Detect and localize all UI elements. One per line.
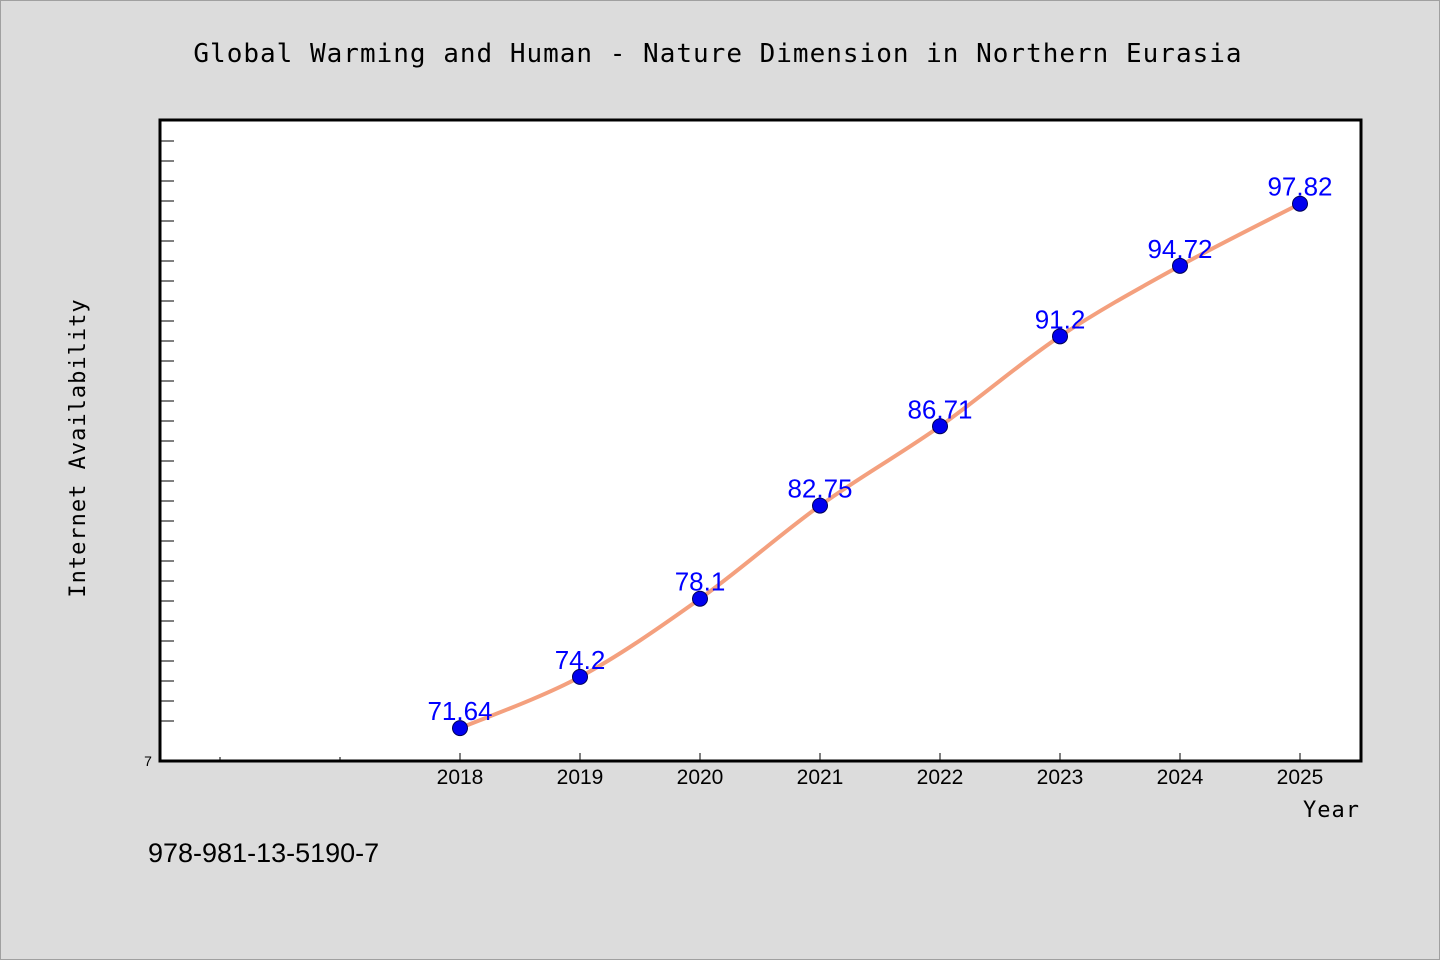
- data-point: [932, 418, 948, 435]
- y-axis-label: Internet Availability: [66, 298, 91, 597]
- x-tick-label: 2020: [677, 766, 724, 789]
- x-tick-label: 2021: [797, 766, 844, 789]
- data-point: [572, 668, 588, 685]
- data-label: 97.82: [1267, 172, 1332, 202]
- series-group: 71.64 74.2 78.1 82.75 86.71 91.2 94.72 97.82: [427, 172, 1333, 737]
- data-point: [692, 590, 708, 607]
- data-point: [1052, 328, 1068, 345]
- x-tick-label: 2024: [1157, 766, 1204, 789]
- chart-title: Global Warming and Human - Nature Dimens…: [193, 39, 1242, 69]
- data-point: [1172, 257, 1188, 274]
- data-label: 74.2: [555, 645, 606, 675]
- series-line: [458, 201, 1302, 731]
- plot-area: [158, 118, 1363, 763]
- x-tick-label: 2019: [557, 766, 604, 789]
- data-point: [812, 497, 828, 514]
- x-tick-label: 2025: [1277, 766, 1324, 789]
- x-axis-label: Year: [1303, 798, 1360, 823]
- x-axis-ticks: 2018 2019 2020 2021 2022 2023 2024 2025: [219, 753, 1324, 789]
- data-label: 86.71: [907, 394, 972, 424]
- data-label: 91.2: [1035, 304, 1086, 334]
- y-tick-label: 7: [144, 753, 152, 769]
- x-tick-label: 2023: [1037, 766, 1084, 789]
- footnote: 978-981-13-5190-7: [148, 838, 379, 868]
- data-point: [1292, 195, 1308, 212]
- x-tick-label: 2022: [917, 766, 964, 789]
- data-label: 94.72: [1147, 234, 1212, 264]
- data-label: 82.75: [787, 474, 852, 504]
- data-label: 71.64: [427, 696, 492, 726]
- data-label: 78.1: [675, 567, 726, 597]
- y-axis-ticks: [160, 120, 174, 722]
- x-tick-label: 2018: [437, 766, 484, 789]
- data-point: [452, 720, 468, 737]
